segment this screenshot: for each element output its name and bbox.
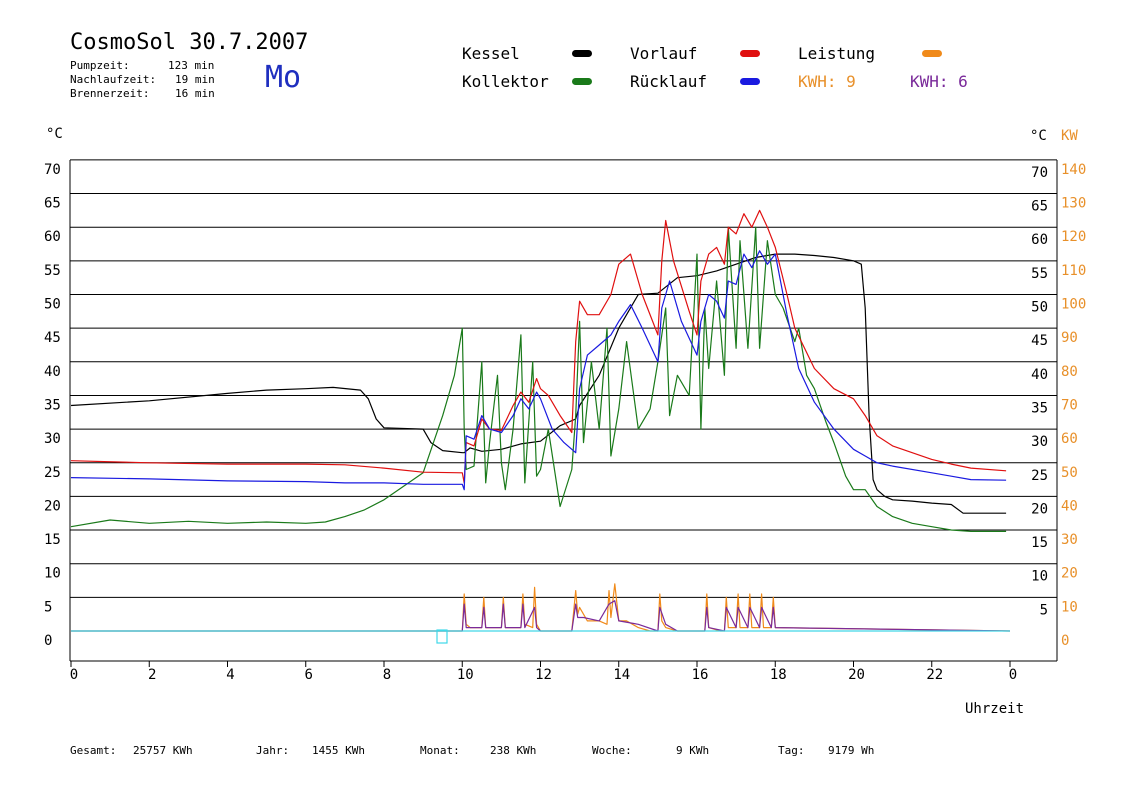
y-tick-right-celsius: 35 [1031, 400, 1048, 416]
y-tick-left: 70 [44, 162, 61, 178]
chart-title: CosmoSol 30.7.2007 [70, 30, 309, 55]
y-tick-right-celsius: 20 [1031, 501, 1048, 517]
y-tick-right-celsius: 65 [1031, 199, 1048, 215]
footer-gesamt-value: 25757 KWh [133, 744, 193, 757]
y-tick-right-celsius: 10 [1031, 569, 1048, 585]
y-tick-left: 50 [44, 297, 61, 313]
y-tick-left: 5 [44, 599, 52, 615]
y-tick-right-kw: 70 [1061, 397, 1078, 413]
x-tick-label: 12 [535, 667, 552, 683]
x-tick-label: 0 [70, 667, 78, 683]
y-tick-right-kw: 40 [1061, 498, 1078, 514]
legend-vorlauf-swatch [740, 50, 760, 57]
y-tick-left: 55 [44, 263, 61, 279]
x-axis-label: Uhrzeit [965, 701, 1025, 717]
y-tick-left: 60 [44, 229, 61, 245]
y-tick-right-kw: 130 [1061, 196, 1086, 212]
y-tick-left: 30 [44, 431, 61, 447]
legend-kwh-purple: KWH: 6 [910, 72, 968, 91]
footer-monat-value: 238 KWh [490, 744, 537, 757]
stat-nachlaufzeit-value: 19 min [175, 73, 215, 86]
legend-ruecklauf-label: Rücklauf [630, 72, 708, 91]
y-tick-right-celsius: 50 [1031, 300, 1048, 316]
y-tick-right-celsius: 30 [1031, 434, 1048, 450]
legend-kwh-orange: KWH: 9 [798, 72, 856, 91]
y-tick-right-celsius: 60 [1031, 232, 1048, 248]
x-tick-label: 16 [692, 667, 709, 683]
legend-kessel-label: Kessel [462, 44, 520, 63]
left-axis-unit: °C [46, 126, 63, 142]
series-line-vorlauf [70, 209, 1007, 484]
y-tick-left: 25 [44, 465, 61, 481]
y-tick-right-kw: 100 [1061, 297, 1086, 313]
x-tick-label: 2 [148, 667, 156, 683]
stat-pumpzeit-value: 123 min [168, 59, 215, 72]
legend-leistung-label: Leistung [798, 44, 876, 63]
y-tick-right-celsius: 5 [1040, 602, 1048, 618]
y-tick-right-kw: 20 [1061, 566, 1078, 582]
y-tick-right-celsius: 15 [1031, 535, 1048, 551]
y-tick-right-kw: 120 [1061, 229, 1086, 245]
y-tick-left: 35 [44, 397, 61, 413]
y-tick-right-kw: 90 [1061, 330, 1078, 346]
y-tick-left: 0 [44, 633, 52, 649]
y-tick-right-celsius: 70 [1031, 165, 1048, 181]
series-line-kollektor [70, 226, 1007, 533]
series-line-rcklauf [70, 250, 1007, 491]
footer-woche-value: 9 KWh [676, 744, 710, 757]
series-line-kessel [70, 253, 1007, 514]
y-tick-left: 10 [44, 566, 61, 582]
x-tick-label: 22 [926, 667, 943, 683]
y-tick-left: 20 [44, 498, 61, 514]
legend-kollektor-swatch [572, 78, 592, 85]
legend-vorlauf-label: Vorlauf [630, 44, 698, 63]
y-tick-right-kw: 110 [1061, 263, 1086, 279]
y-tick-right-kw: 80 [1061, 364, 1078, 380]
x-tick-label: 14 [613, 667, 630, 683]
y-tick-left: 40 [44, 364, 61, 380]
x-tick-label: 20 [848, 667, 865, 683]
x-tick-label: 4 [226, 667, 234, 683]
y-tick-right-kw: 0 [1061, 633, 1069, 649]
y-tick-left: 65 [44, 196, 61, 212]
y-tick-right-celsius: 25 [1031, 468, 1048, 484]
stat-brennerzeit-label: Brennerzeit: [70, 87, 150, 100]
footer-jahr-label: Jahr: [256, 744, 290, 757]
y-tick-right-celsius: 40 [1031, 367, 1048, 383]
x-tick-label: 10 [457, 667, 474, 683]
y-tick-right-kw: 50 [1061, 465, 1078, 481]
x-tick-label: 8 [383, 667, 391, 683]
stat-nachlaufzeit-label: Nachlaufzeit: [70, 73, 157, 86]
right-axis-unit-celsius: °C [1030, 128, 1047, 144]
weekday-label: Mo [265, 60, 302, 95]
y-tick-right-kw: 30 [1061, 532, 1078, 548]
footer-tag-value: 9179 Wh [828, 744, 875, 757]
legend-kollektor-label: Kollektor [462, 72, 549, 91]
y-tick-right-kw: 10 [1061, 599, 1078, 615]
y-tick-right-celsius: 55 [1031, 266, 1048, 282]
y-tick-right-celsius: 45 [1031, 333, 1048, 349]
right-axis-unit-kw: KW [1061, 128, 1078, 144]
series-line-leistung [71, 583, 1011, 632]
footer-woche-label: Woche: [592, 744, 632, 757]
x-tick-label: 18 [770, 667, 787, 683]
x-tick-label: 0 [1009, 667, 1017, 683]
y-tick-left: 15 [44, 532, 61, 548]
footer-gesamt-label: Gesamt: [70, 744, 117, 757]
baseline-marker [436, 629, 448, 644]
y-tick-right-kw: 140 [1061, 162, 1086, 178]
stat-pumpzeit-label: Pumpzeit: [70, 59, 130, 72]
legend-leistung-swatch [922, 50, 942, 57]
y-tick-left: 45 [44, 330, 61, 346]
legend-kessel-swatch [572, 50, 592, 57]
footer-tag-label: Tag: [778, 744, 805, 757]
series-line-c7a2a9a [71, 600, 1011, 632]
y-tick-right-kw: 60 [1061, 431, 1078, 447]
footer-monat-label: Monat: [420, 744, 460, 757]
x-tick-label: 6 [305, 667, 313, 683]
stat-brennerzeit-value: 16 min [175, 87, 215, 100]
footer-jahr-value: 1455 KWh [312, 744, 365, 757]
legend-ruecklauf-swatch [740, 78, 760, 85]
